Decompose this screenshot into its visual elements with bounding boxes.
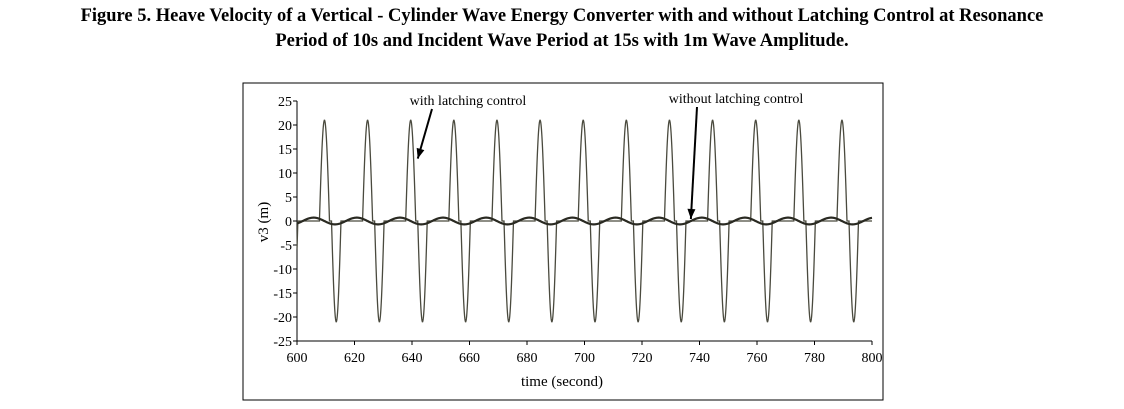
arrow-without-latching-line xyxy=(689,106,698,220)
series-layer xyxy=(296,119,873,323)
y-tick-label: -15 xyxy=(273,287,292,302)
annotation-layer: with latching control without latching co… xyxy=(410,92,804,220)
y-tick-label: -5 xyxy=(280,239,292,254)
series-line-without-latching xyxy=(296,216,873,226)
x-tick-label: 680 xyxy=(517,351,538,366)
arrow-without-latching-head xyxy=(687,208,696,219)
y-tick-label: 25 xyxy=(278,95,292,110)
x-tick-label: 780 xyxy=(804,351,825,366)
y-tick-label: -25 xyxy=(273,335,292,350)
x-tick-label: 600 xyxy=(287,351,308,366)
y-tick-label: 15 xyxy=(278,143,292,158)
annotation-without-latching: without latching control xyxy=(669,92,804,107)
y-tick-label: 0 xyxy=(285,215,292,230)
x-tick-label: 740 xyxy=(689,351,710,366)
annotation-with-latching: with latching control xyxy=(410,94,527,109)
x-tick-label: 800 xyxy=(862,351,883,366)
y-tick-label: -10 xyxy=(273,263,292,278)
x-tick-label: 700 xyxy=(574,351,595,366)
caption-line-1: Figure 5. Heave Velocity of a Vertical -… xyxy=(80,6,1044,26)
x-axis-label: time (second) xyxy=(521,374,603,390)
x-tick-label: 760 xyxy=(747,351,768,366)
x-tick-label: 620 xyxy=(344,351,365,366)
x-tick-label: 720 xyxy=(632,351,653,366)
y-tick-label: 10 xyxy=(278,167,292,182)
y-axis-label: v3 (m) xyxy=(256,202,272,242)
plot-frame xyxy=(242,82,884,401)
x-tick-label: 640 xyxy=(402,351,423,366)
y-tick-label: 5 xyxy=(285,191,292,206)
y-tick-label: 20 xyxy=(278,119,292,134)
figure-caption: Figure 5. Heave Velocity of a Vertical -… xyxy=(0,4,1124,54)
arrow-with-latching-head xyxy=(416,147,425,159)
x-tick-label: 660 xyxy=(459,351,480,366)
y-tick-label: -20 xyxy=(273,311,292,326)
caption-line-2: Period of 10s and Incident Wave Period a… xyxy=(275,31,849,51)
